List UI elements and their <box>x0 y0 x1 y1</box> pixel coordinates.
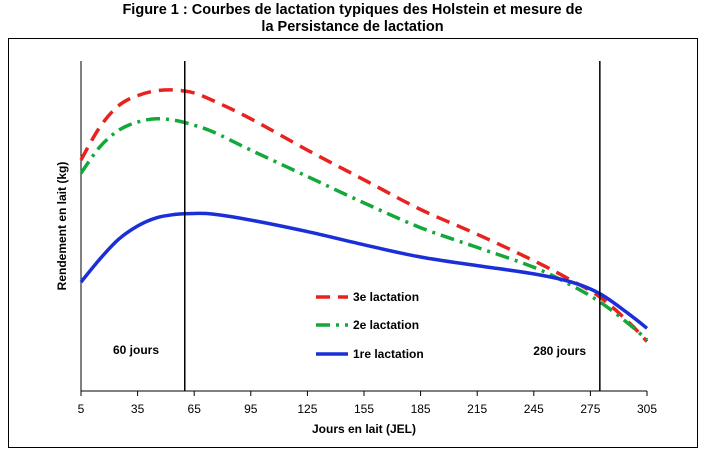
annotation-280-jours: 280 jours <box>533 344 586 358</box>
figure-title: Figure 1 : Courbes de lactation typiques… <box>0 2 705 36</box>
x-tick-label: 305 <box>637 402 657 416</box>
x-axis-title: Jours en lait (JEL) <box>312 422 416 436</box>
x-tick-label: 215 <box>467 402 487 416</box>
series-line-3 <box>79 211 649 330</box>
legend-label-3: 1re lactation <box>353 347 424 361</box>
series-line-2 <box>79 116 649 342</box>
legend-label-1: 3e lactation <box>353 290 419 304</box>
x-tick-label: 125 <box>297 402 317 416</box>
annotation-60-jours: 60 jours <box>113 343 159 357</box>
x-tick-label: 155 <box>354 402 374 416</box>
x-tick-label: 245 <box>524 402 544 416</box>
x-tick-label: 5 <box>78 402 85 416</box>
lactation-chart: 5 35 65 95 125 155 185 215 245 275 305 Jours en lai… <box>55 61 657 436</box>
x-tick-label: 95 <box>244 402 258 416</box>
x-tick-label: 185 <box>411 402 431 416</box>
x-tick-label: 275 <box>580 402 600 416</box>
x-tick-label: 65 <box>188 402 202 416</box>
x-tick-label: 35 <box>131 402 145 416</box>
figure-title-line-2: la Persistance de lactation <box>261 19 444 35</box>
y-axis-title: Rendement en lait (kg) <box>55 162 69 291</box>
legend-label-2: 2e lactation <box>353 318 419 332</box>
figure-title-line-1: Figure 1 : Courbes de lactation typiques… <box>122 2 583 18</box>
chart-frame: 5 35 65 95 125 155 185 215 245 275 305 Jours en lai… <box>8 38 698 448</box>
